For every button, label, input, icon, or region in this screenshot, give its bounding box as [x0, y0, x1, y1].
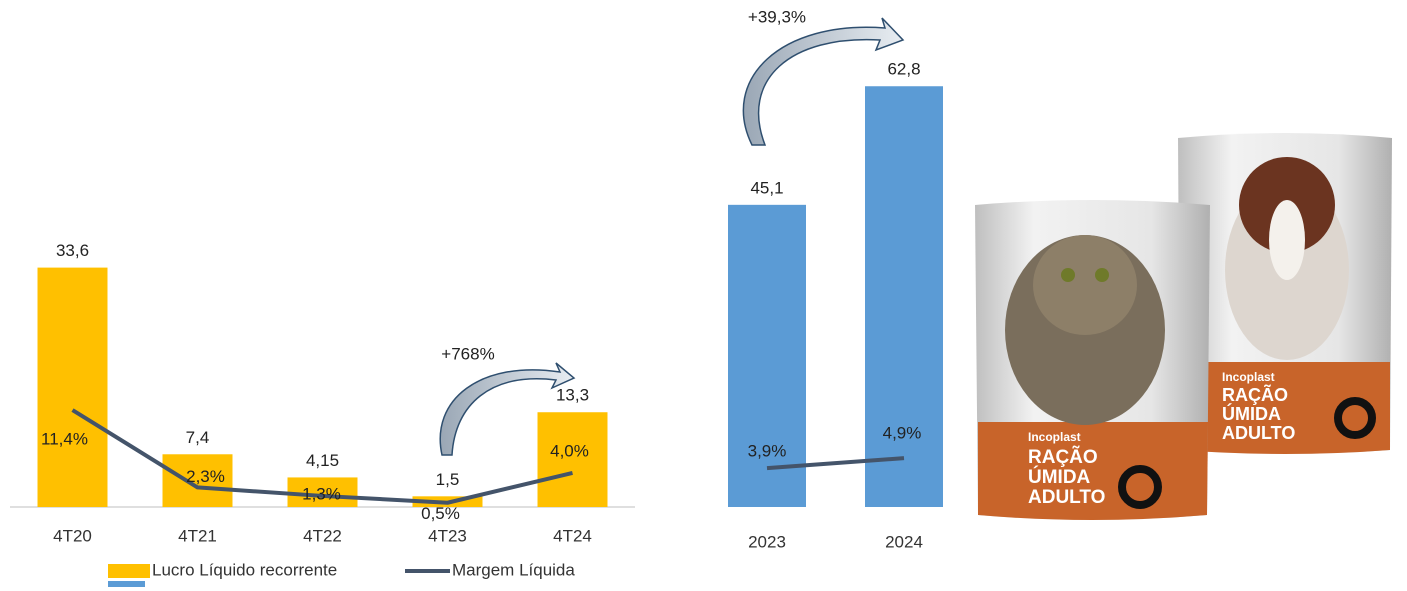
data-label: 45,1: [750, 178, 783, 197]
x-tick-label: 4T24: [553, 526, 592, 545]
annotation: +39,3%: [748, 7, 806, 26]
data-label: 1,3%: [302, 484, 341, 503]
x-tick-label: 4T23: [428, 526, 467, 545]
x-tick-label: 2023: [748, 532, 786, 551]
data-label: 4,0%: [550, 441, 589, 460]
annotation: +768%: [441, 344, 494, 363]
product-image: Incoplast RAÇÃO ÚMIDA ADULTO: [975, 200, 1210, 520]
data-label: 62,8: [887, 60, 920, 79]
legend-swatch: [108, 581, 145, 587]
brand: Incoplast: [1222, 370, 1275, 384]
product-line: ÚMIDA: [1222, 403, 1281, 424]
x-tick-label: 2024: [885, 532, 923, 551]
data-label: 3,9%: [748, 442, 787, 461]
arrow: [742, 17, 905, 146]
product-line: RAÇÃO: [1222, 384, 1288, 405]
product-line: ÚMIDA: [1028, 466, 1091, 488]
product-line: ADULTO: [1028, 487, 1105, 508]
legend-label: Lucro Líquido recorrente: [152, 560, 337, 579]
bar: [287, 477, 358, 507]
x-tick-label: 4T22: [303, 526, 342, 545]
data-label: 1,5: [436, 470, 460, 489]
line: [766, 456, 905, 471]
brand: Incoplast: [1028, 430, 1081, 444]
product-image: Incoplast RAÇÃO ÚMIDA ADULTO: [1178, 133, 1392, 454]
data-label: 33,6: [56, 241, 89, 260]
legend-swatch: [108, 564, 150, 578]
x-tick-label: 4T21: [178, 526, 217, 545]
x-tick-label: 4T20: [53, 526, 92, 545]
arrow: [439, 362, 576, 456]
data-label: 13,3: [556, 386, 589, 405]
line: [71, 408, 573, 505]
bar: [537, 412, 608, 507]
product-line: RAÇÃO: [1028, 446, 1098, 468]
data-label: 4,15: [306, 451, 339, 470]
bar: [728, 204, 806, 507]
bar: [37, 267, 108, 507]
data-label: 11,4%: [41, 429, 88, 448]
bar: [162, 454, 233, 507]
product-line: ADULTO: [1222, 423, 1295, 443]
legend-label: Margem Líquida: [452, 560, 575, 579]
data-label: 7,4: [186, 428, 210, 447]
data-label: 2,3%: [186, 467, 225, 486]
bar: [865, 86, 943, 508]
data-label: 0,5%: [421, 504, 460, 523]
data-label: 4,9%: [883, 424, 922, 443]
